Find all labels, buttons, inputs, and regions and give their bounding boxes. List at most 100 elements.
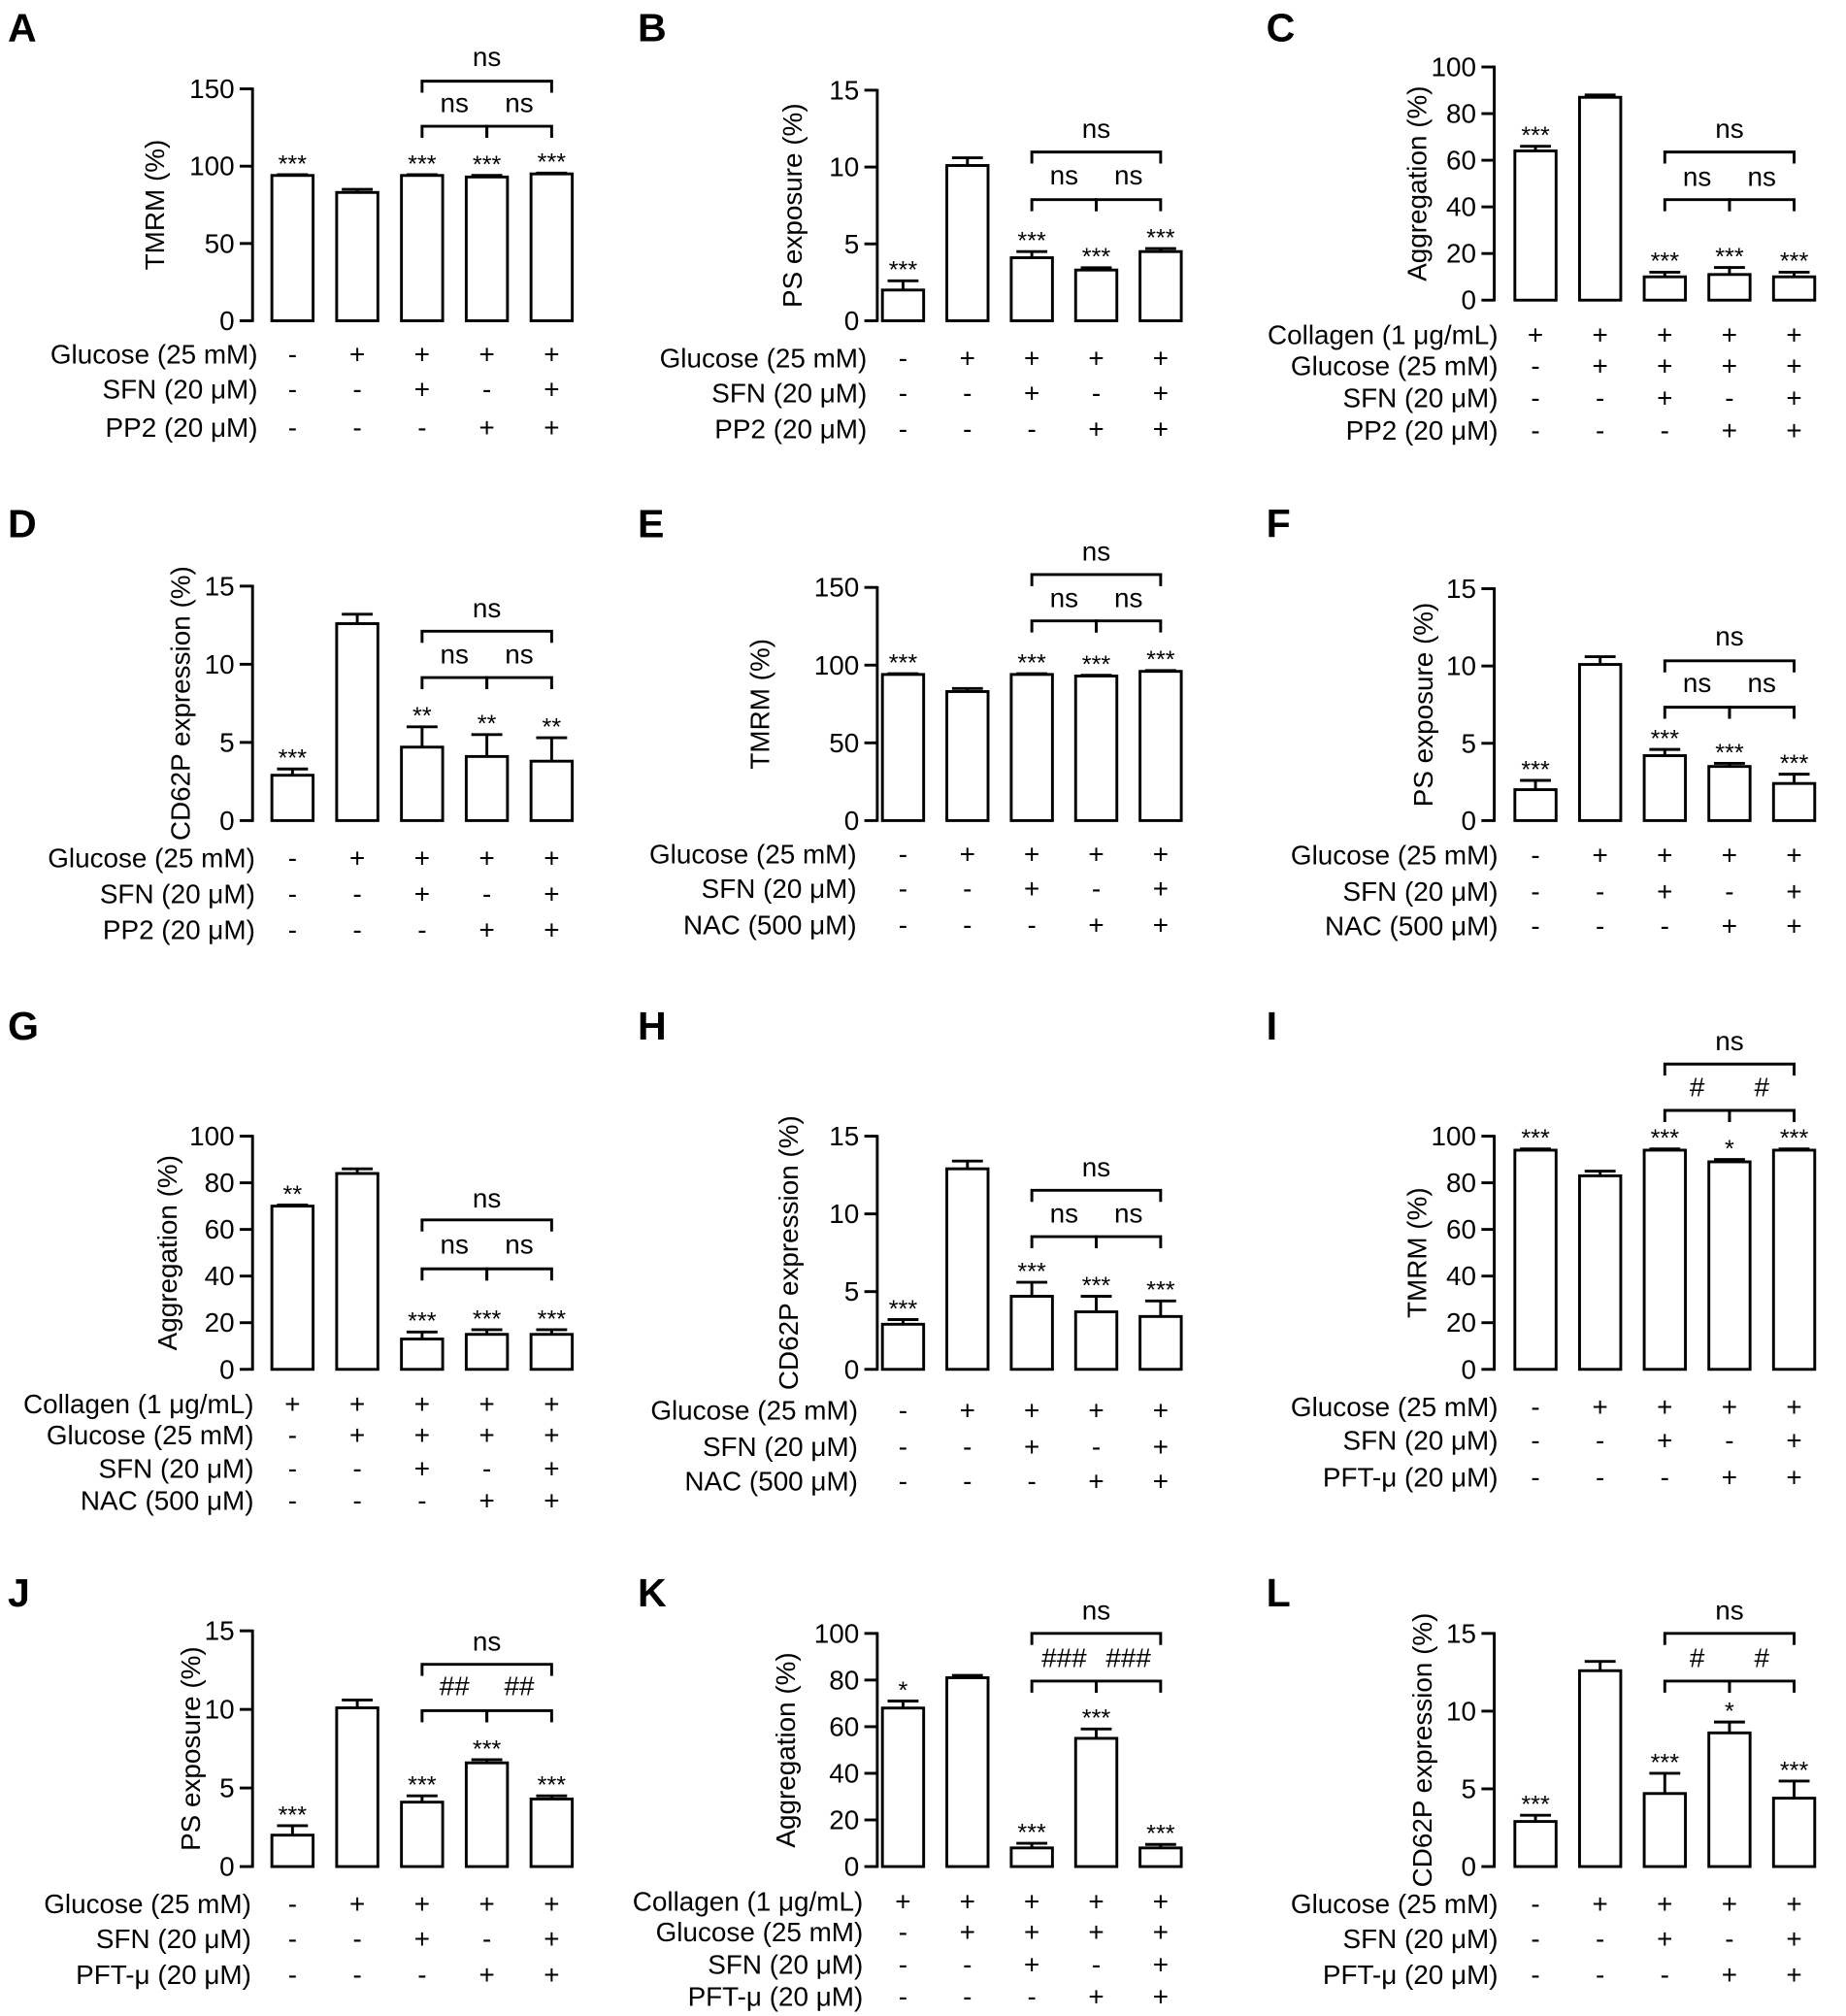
condition-sign: + — [349, 843, 365, 873]
error-bar — [1584, 655, 1616, 665]
condition-sign: + — [1786, 841, 1801, 871]
panel-letter: I — [1267, 1004, 1277, 1048]
y-tick-label: 60 — [829, 1711, 859, 1741]
condition-label: NAC (500 μM) — [81, 1486, 254, 1516]
significance-label: *** — [1651, 725, 1680, 752]
bar — [1009, 1846, 1054, 1868]
panel-letter: K — [638, 1570, 667, 1615]
bar — [1513, 788, 1558, 822]
condition-label: PFT-μ (20 μM) — [76, 1960, 251, 1990]
error-bar — [887, 672, 919, 676]
error-bar — [1520, 1813, 1551, 1822]
bar — [1577, 1669, 1623, 1868]
condition-sign: - — [963, 378, 972, 408]
condition-sign: + — [1088, 1982, 1104, 2012]
condition-label: SFN (20 μM) — [703, 1432, 858, 1462]
condition-sign: - — [1028, 1467, 1037, 1497]
condition-sign: + — [349, 339, 365, 369]
bar — [1513, 1148, 1558, 1372]
condition-sign: - — [482, 1924, 491, 1954]
condition-sign: + — [1722, 1960, 1737, 1990]
comparison-bracket — [1030, 619, 1098, 633]
y-tick-label: 60 — [1446, 1214, 1476, 1244]
condition-sign: + — [960, 1396, 975, 1426]
y-tick-label: 15 — [829, 75, 859, 105]
condition-sign: - — [1725, 383, 1733, 413]
comparison-bracket — [420, 1218, 553, 1232]
error-bar — [1520, 1147, 1551, 1151]
condition-sign: + — [1153, 1982, 1169, 2012]
bar — [1771, 275, 1817, 302]
condition-sign: + — [1153, 343, 1169, 373]
condition-sign: + — [1786, 876, 1801, 907]
condition-sign: + — [1786, 1392, 1801, 1422]
comparison-bracket — [1030, 573, 1163, 586]
condition-sign: - — [352, 915, 361, 945]
significance-label: *** — [279, 1801, 308, 1829]
condition-label: PP2 (20 μM) — [1346, 415, 1499, 446]
condition-sign: - — [1092, 1949, 1101, 1979]
condition-sign: + — [1657, 1924, 1672, 1954]
condition-sign: + — [1786, 320, 1801, 350]
comparison-bracket — [485, 676, 553, 690]
condition-sign: - — [1596, 1960, 1604, 1990]
comparison-label: ns — [1715, 621, 1743, 651]
comparison-bracket — [1095, 619, 1163, 633]
condition-sign: + — [544, 1960, 559, 1990]
condition-sign: + — [1786, 1924, 1801, 1954]
condition-sign: - — [1531, 1392, 1539, 1422]
condition-sign: + — [1722, 841, 1737, 871]
y-tick-label: 80 — [829, 1665, 859, 1695]
y-tick-label: 100 — [1432, 52, 1476, 83]
error-bar — [471, 174, 503, 178]
condition-label: Glucose (25 mM) — [656, 1917, 864, 1947]
comparison-label: ns — [1082, 114, 1110, 144]
significance-label: *** — [408, 1772, 437, 1800]
condition-sign: + — [1593, 841, 1608, 871]
y-tick-label: 60 — [205, 1214, 235, 1244]
condition-sign: + — [544, 374, 559, 404]
significance-label: *** — [1082, 651, 1111, 678]
comparison-bracket — [1095, 1235, 1163, 1249]
condition-sign: + — [544, 413, 559, 443]
comparison-label: # — [1690, 1643, 1705, 1673]
comparison-label: ns — [1082, 1152, 1110, 1182]
comparison-label: ns — [473, 1183, 501, 1213]
condition-sign: + — [1088, 1917, 1104, 1947]
bar — [1771, 1797, 1817, 1868]
y-tick-label: 20 — [829, 1805, 859, 1835]
error-bar — [1714, 266, 1745, 275]
condition-sign: + — [1657, 841, 1672, 871]
condition-sign: - — [352, 374, 361, 404]
condition-sign: - — [288, 1889, 297, 1919]
error-bar — [471, 1758, 503, 1764]
y-tick-label: 10 — [205, 649, 235, 679]
y-tick-label: 100 — [814, 1618, 859, 1648]
error-bar — [1778, 1779, 1810, 1799]
condition-label: Glucose (25 mM) — [1291, 350, 1499, 380]
panel-letter: F — [1267, 501, 1291, 545]
significance-label: *** — [1521, 122, 1550, 149]
condition-sign: - — [963, 1467, 972, 1497]
condition-sign: + — [478, 1486, 494, 1516]
condition-label: Glucose (25 mM) — [1291, 1392, 1499, 1422]
condition-sign: - — [899, 1396, 907, 1426]
significance-label: *** — [538, 1305, 567, 1333]
condition-sign: - — [963, 1982, 972, 2012]
comparison-bracket — [1663, 659, 1797, 673]
condition-sign: + — [478, 915, 494, 945]
error-bar — [406, 1330, 438, 1339]
error-bar — [1016, 1841, 1048, 1848]
condition-sign: - — [1028, 909, 1037, 940]
bar — [945, 164, 990, 322]
y-tick-label: 0 — [844, 1354, 859, 1384]
comparison-label: ns — [441, 640, 469, 670]
comparison-bracket — [1728, 1679, 1797, 1693]
comparison-bracket — [1663, 1679, 1731, 1693]
condition-sign: - — [1531, 1960, 1539, 1990]
y-tick-label: 100 — [189, 151, 234, 182]
comparison-bracket — [1030, 198, 1098, 212]
significance-label: * — [1725, 1136, 1734, 1163]
condition-sign: - — [1531, 1924, 1539, 1954]
y-tick-label: 0 — [219, 1354, 235, 1384]
